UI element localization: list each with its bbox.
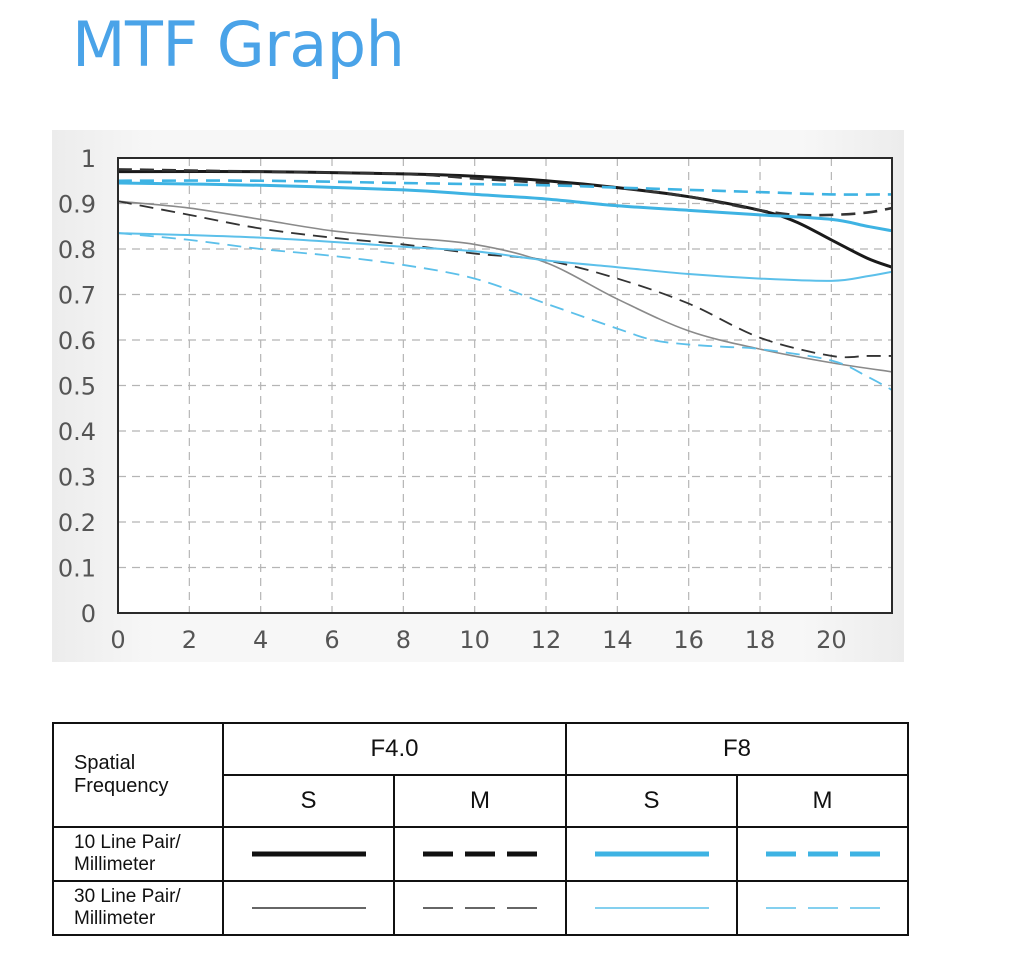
legend-f4-s-header: S: [222, 774, 395, 828]
legend-sample-f8-s-10: [594, 851, 709, 857]
y-tick-label: 0.2: [58, 509, 96, 537]
legend-sample-f4-s-10: [251, 851, 366, 857]
legend-cell-f4-m-30: [393, 880, 567, 936]
legend-f4-m-header: M: [393, 774, 567, 828]
legend-cell-f8-m-30: [735, 880, 910, 936]
x-tick-label: 6: [324, 626, 339, 654]
y-tick-label: 0.6: [58, 327, 96, 355]
series-line-f4-s-30: [117, 200, 893, 373]
y-tick-label: 0.4: [58, 418, 96, 446]
y-tick-label: 1: [81, 145, 96, 173]
x-tick-label: 12: [531, 626, 562, 654]
page-title: MTF Graph: [72, 8, 405, 81]
legend-sample-f4-s-30: [251, 907, 366, 909]
legend-cell-f4-m-10: [393, 826, 567, 882]
x-tick-label: 4: [253, 626, 268, 654]
legend-table: Spatial Frequency F4.0 F8 S M S M 10 Lin…: [52, 722, 910, 936]
legend-header-line-1: Spatial: [74, 752, 136, 774]
legend-sample-f8-m-10: [765, 851, 880, 857]
series-line-f8-m-10: [117, 179, 893, 196]
series-line-f4-s-10: [117, 169, 893, 269]
series-line-f4-m-10: [117, 168, 893, 217]
series-line-f4-m-30: [117, 200, 892, 359]
x-tick-label: 14: [602, 626, 633, 654]
x-tick-label: 2: [182, 626, 197, 654]
legend-row-10-line-1: 10 Line Pair/: [74, 832, 181, 853]
y-tick-label: 0: [81, 600, 96, 628]
y-tick-label: 0.9: [58, 191, 96, 219]
legend-sample-f4-m-30: [423, 907, 537, 909]
legend-f8-m-header: M: [735, 774, 910, 828]
legend-aperture-f8: F8: [564, 722, 910, 776]
legend-aperture-f4: F4.0: [222, 722, 567, 776]
legend-header-line-2: Frequency: [74, 775, 169, 797]
legend-row-30-line-1: 30 Line Pair/: [74, 886, 181, 907]
y-tick-label: 0.7: [58, 282, 96, 310]
mtf-chart-panel: 0 0.1 0.2 0.3 0.4 0.5 0.6 0.7 0.8 0.9 1 0 2 4 6 8 10 12 14…: [52, 130, 904, 662]
legend-row-10-line-2: Millimeter: [74, 854, 156, 875]
legend-sample-f8-m-30: [765, 907, 880, 909]
series-line-f8-s-30: [117, 232, 893, 282]
plot-frame: [117, 157, 893, 614]
y-tick-label: 0.8: [58, 236, 96, 264]
legend-f8-s-header: S: [565, 774, 738, 828]
x-tick-label: 8: [396, 626, 411, 654]
legend-cell-f4-s-10: [222, 826, 395, 882]
y-tick-label: 0.1: [58, 555, 96, 583]
x-tick-label: 20: [816, 626, 847, 654]
legend-sample-f4-m-10: [423, 851, 537, 857]
legend-row-30-line-2: Millimeter: [74, 908, 156, 929]
x-tick-label: 18: [745, 626, 776, 654]
x-tick-label: 10: [459, 626, 490, 654]
x-tick-label: 0: [110, 626, 125, 654]
legend-header-cell: Spatial Frequency: [52, 722, 224, 828]
legend-row-30-label: 30 Line Pair/ Millimeter: [52, 880, 224, 936]
legend-row-10-label: 10 Line Pair/ Millimeter: [52, 826, 224, 882]
series-line-f8-m-30: [117, 232, 893, 391]
y-tick-label: 0.3: [58, 464, 96, 492]
legend-sample-f8-s-30: [594, 907, 709, 909]
y-tick-label: 0.5: [58, 373, 96, 401]
legend-cell-f8-s-10: [565, 826, 738, 882]
series-line-f8-s-10: [117, 181, 893, 233]
legend-cell-f8-s-30: [565, 880, 738, 936]
legend-cell-f4-s-30: [222, 880, 395, 936]
legend-cell-f8-m-10: [735, 826, 910, 882]
mtf-chart: 00.10.20.30.40.50.60.70.80.910 2 4 6 8 10 12 14…: [58, 145, 893, 654]
x-tick-label: 16: [673, 626, 704, 654]
